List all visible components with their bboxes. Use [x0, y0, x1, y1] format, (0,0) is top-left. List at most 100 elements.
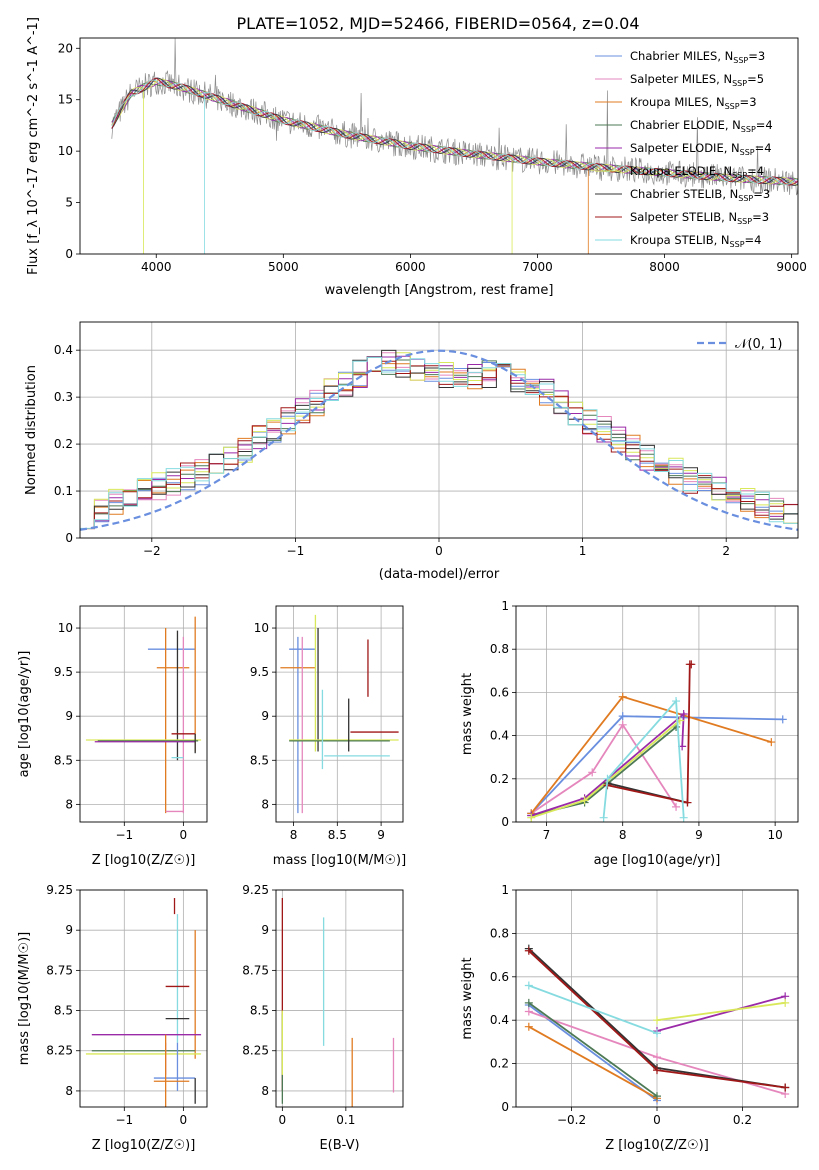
legend-entry: Kroupa MILES, NSSP=3 — [630, 95, 757, 111]
plot-area — [527, 660, 787, 822]
x-tick-label: 0 — [180, 1113, 188, 1127]
legend-nssp-prefix: , N — [709, 95, 725, 109]
y-tick-label: 8.75 — [46, 963, 73, 977]
legend-nssp-prefix: , N — [714, 233, 730, 247]
y-tick-label: 8.25 — [46, 1044, 73, 1058]
y-tick-label: 0.1 — [54, 484, 73, 498]
legend-nssp-eq: = — [752, 210, 762, 224]
x-tick-label: −2 — [143, 544, 161, 558]
series-marker — [524, 981, 533, 990]
series-line — [528, 1002, 658, 1097]
spectrum-model-line — [111, 78, 798, 254]
legend-nssp-value: 3 — [758, 49, 765, 63]
series-marker — [618, 720, 627, 729]
y-tick-label: 8 — [261, 797, 269, 811]
legend-model-name: Kroupa MILES — [630, 95, 709, 109]
y-tick-label: 9.25 — [46, 883, 73, 897]
x-tick-label: 6000 — [395, 260, 426, 274]
spectrum-model-line — [111, 81, 798, 185]
x-tick-label: 0.1 — [336, 1113, 355, 1127]
x-axis-label: Z [log10(Z/Z☉)] — [92, 1138, 196, 1153]
panel-age_vs_mass: 8 8.5 9 8 8.5 9 9.5 10 mass [log10(M/M☉)] — [250, 605, 406, 868]
spectrum-model-line — [111, 79, 798, 254]
series-marker — [603, 774, 612, 783]
panel-age_vs_Z: −1 0 8 8.5 9 9.5 10 Z [log10(Z/Z☉)] age [log10(a… — [17, 605, 208, 868]
legend-nssp-value: 4 — [764, 141, 771, 155]
legend-nssp-eq: = — [747, 164, 757, 178]
series-line — [656, 995, 786, 1032]
series-marker — [683, 798, 692, 807]
legend-nssp-prefix: , N — [716, 164, 732, 178]
y-tick-label: 0.2 — [490, 1057, 509, 1071]
legend-nssp-eq: = — [748, 49, 758, 63]
y-tick-label: 8 — [261, 1084, 269, 1098]
series-marker — [588, 768, 597, 777]
y-tick-label: 0.6 — [490, 970, 509, 984]
x-tick-label: 0 — [435, 544, 443, 558]
y-tick-label: 15 — [58, 93, 73, 107]
y-tick-label: 1 — [501, 883, 509, 897]
legend-model-name: Salpeter ELODIE — [630, 141, 724, 155]
legend-entry: Salpeter STELIB, NSSP=3 — [630, 210, 769, 226]
series-marker — [524, 998, 533, 1007]
legend-model-name: Kroupa ELODIE — [630, 164, 716, 178]
y-tick-label: 0.4 — [54, 343, 73, 357]
y-tick-label: 0.2 — [490, 772, 509, 786]
x-tick-label: 0 — [279, 1113, 287, 1127]
series-marker — [679, 813, 688, 822]
series-marker — [653, 1016, 661, 1025]
x-tick-label: 0 — [653, 1113, 661, 1127]
legend-nssp-sub: SSP — [738, 194, 753, 203]
y-tick-label: 9 — [261, 923, 269, 937]
spectrum-model-line — [111, 77, 798, 186]
y-tick-label: 10 — [58, 621, 73, 635]
series-marker — [653, 1029, 661, 1038]
legend-nssp-sub: SSP — [741, 125, 756, 134]
legend-nssp-value: 4 — [754, 233, 761, 247]
legend-model-name: Kroupa STELIB — [630, 233, 714, 247]
y-tick-label: 0.2 — [54, 437, 73, 451]
panel-spectrum: 4000 5000 6000 7000 8000 9000 0 5 10 15 20 Chabrier… — [26, 17, 807, 298]
series-line — [530, 711, 685, 817]
series-marker — [618, 692, 627, 701]
series-marker — [524, 1022, 533, 1031]
y-axis-label: age [log10(age/yr)] — [17, 651, 32, 778]
y-tick-label: 9.5 — [54, 665, 73, 679]
x-axis-label: Z [log10(Z/Z☉)] — [605, 1138, 709, 1153]
legend-entry: 𝒩(0, 1) — [735, 337, 782, 352]
x-tick-label: 8 — [290, 828, 298, 842]
series-marker — [653, 1053, 661, 1062]
plot-area — [80, 349, 798, 531]
series-line — [528, 1004, 658, 1102]
x-tick-label: 9000 — [776, 260, 807, 274]
legend-nssp-eq: = — [747, 72, 757, 86]
legend-nssp-value: 3 — [763, 187, 770, 201]
legend-nssp-eq: = — [756, 118, 766, 132]
series-marker — [781, 1083, 790, 1092]
legend-entry: Chabrier ELODIE, NSSP=4 — [630, 118, 773, 134]
x-tick-label: −0.2 — [557, 1113, 586, 1127]
x-tick-label: 2 — [722, 544, 730, 558]
axes-frame — [515, 605, 799, 823]
y-axis-label: Normed distribution — [24, 365, 39, 495]
y-tick-label: 9.5 — [250, 665, 269, 679]
spectrum-model-line — [111, 80, 798, 254]
legend-nssp-eq: = — [753, 187, 763, 201]
legend-nssp-value: 4 — [757, 164, 764, 178]
y-tick-label: 0.4 — [490, 729, 509, 743]
plot-area — [85, 616, 202, 814]
plot-area — [524, 944, 790, 1105]
series-line — [528, 984, 658, 1035]
series-marker — [599, 813, 608, 822]
axes-frame — [275, 605, 404, 823]
legend-nssp-sub: SSP — [737, 217, 752, 226]
y-axis-label: mass weight — [460, 957, 475, 1039]
x-tick-label: 8000 — [649, 260, 680, 274]
series-marker — [653, 1092, 661, 1101]
y-tick-label: 8.5 — [54, 1004, 73, 1018]
panel-residuals: −2 −1 0 1 2 0 0.1 0.2 0.3 0.4 𝒩(0, 1) (data-model)/… — [24, 321, 799, 582]
x-axis-label: mass [log10(M/M☉)] — [273, 853, 406, 868]
axes-frame — [79, 605, 208, 823]
